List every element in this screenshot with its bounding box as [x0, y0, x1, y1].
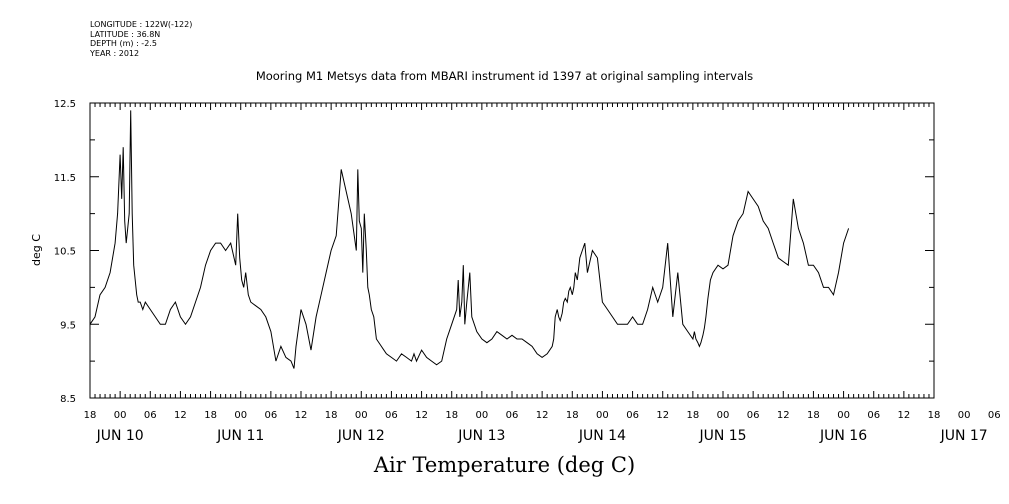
- y-tick-label: 8.5: [60, 394, 76, 405]
- x-tick-label: 18: [807, 410, 820, 421]
- x-tick-label: 00: [837, 410, 850, 421]
- day-label: JUN 14: [578, 428, 626, 444]
- x-axis-label: Air Temperature (deg C): [373, 453, 636, 477]
- x-tick-label: 00: [475, 410, 488, 421]
- x-tick-label: 00: [596, 410, 609, 421]
- day-label: JUN 13: [457, 428, 505, 444]
- y-tick-label: 9.5: [60, 320, 76, 331]
- x-tick-label: 12: [897, 410, 910, 421]
- y-tick-label: 11.5: [54, 173, 76, 184]
- x-tick-label: 06: [626, 410, 639, 421]
- x-tick-label: 00: [114, 410, 127, 421]
- y-tick-labels: 8.5 9.5 10.5 11.5 12.5: [54, 99, 76, 405]
- air-temperature-line: [89, 110, 850, 369]
- x-tick-label: 06: [747, 410, 760, 421]
- x-tick-label: 18: [566, 410, 579, 421]
- x-tick-label: 06: [144, 410, 157, 421]
- day-label: JUN 16: [819, 428, 867, 444]
- x-tick-label: 00: [958, 410, 971, 421]
- x-tick-label: 00: [355, 410, 368, 421]
- x-tick-label: 12: [415, 410, 428, 421]
- y-tick-label: 10.5: [54, 247, 76, 258]
- x-tick-label: 06: [385, 410, 398, 421]
- x-tick-label: 12: [174, 410, 187, 421]
- tick-marks: [89, 102, 935, 399]
- x-tick-label: 06: [506, 410, 519, 421]
- x-tick-label: 06: [867, 410, 880, 421]
- x-tick-label: 12: [777, 410, 790, 421]
- depth-text: DEPTH (m) : -2.5: [90, 39, 157, 48]
- longitude-text: LONGITUDE : 122W(-122): [90, 20, 193, 29]
- chart-title: Mooring M1 Metsys data from MBARI instru…: [255, 69, 754, 83]
- x-tick-label: 18: [928, 410, 941, 421]
- latitude-text: LATITUDE : 36.8N: [90, 29, 161, 39]
- x-tick-label: 00: [717, 410, 730, 421]
- x-tick-label: 18: [204, 410, 217, 421]
- day-label: JUN 12: [337, 428, 385, 444]
- x-tick-label: 18: [445, 410, 458, 421]
- x-tick-label: 06: [988, 410, 1001, 421]
- x-tick-label: 00: [234, 410, 247, 421]
- x-tick-label: 18: [686, 410, 699, 421]
- y-tick-label: 12.5: [54, 99, 76, 110]
- day-label: JUN 17: [940, 428, 988, 444]
- day-label: JUN 11: [216, 428, 264, 444]
- x-tick-label: 12: [656, 410, 669, 421]
- year-text: YEAR : 2012: [90, 48, 140, 58]
- x-tick-labels: 18 00 06 12 18 00 06 12 18 00 06 12 18 00 06 12 18 00 06 12…: [84, 410, 1001, 421]
- metadata-block: LONGITUDE : 122W(-122) LATITUDE : 36.8N …: [90, 20, 192, 58]
- x-tick-label: 12: [536, 410, 549, 421]
- x-tick-label: 12: [295, 410, 308, 421]
- day-labels: JUN 10 JUN 11 JUN 12 JUN 13 JUN 14 JUN 15 JUN …: [96, 428, 988, 444]
- x-tick-label: 06: [264, 410, 277, 421]
- x-tick-label: 18: [325, 410, 338, 421]
- x-tick-label: 18: [84, 410, 97, 421]
- plot-frame: [89, 102, 935, 399]
- y-axis-label: deg C: [30, 234, 43, 266]
- day-label: JUN 15: [698, 428, 746, 444]
- day-label: JUN 10: [96, 428, 144, 444]
